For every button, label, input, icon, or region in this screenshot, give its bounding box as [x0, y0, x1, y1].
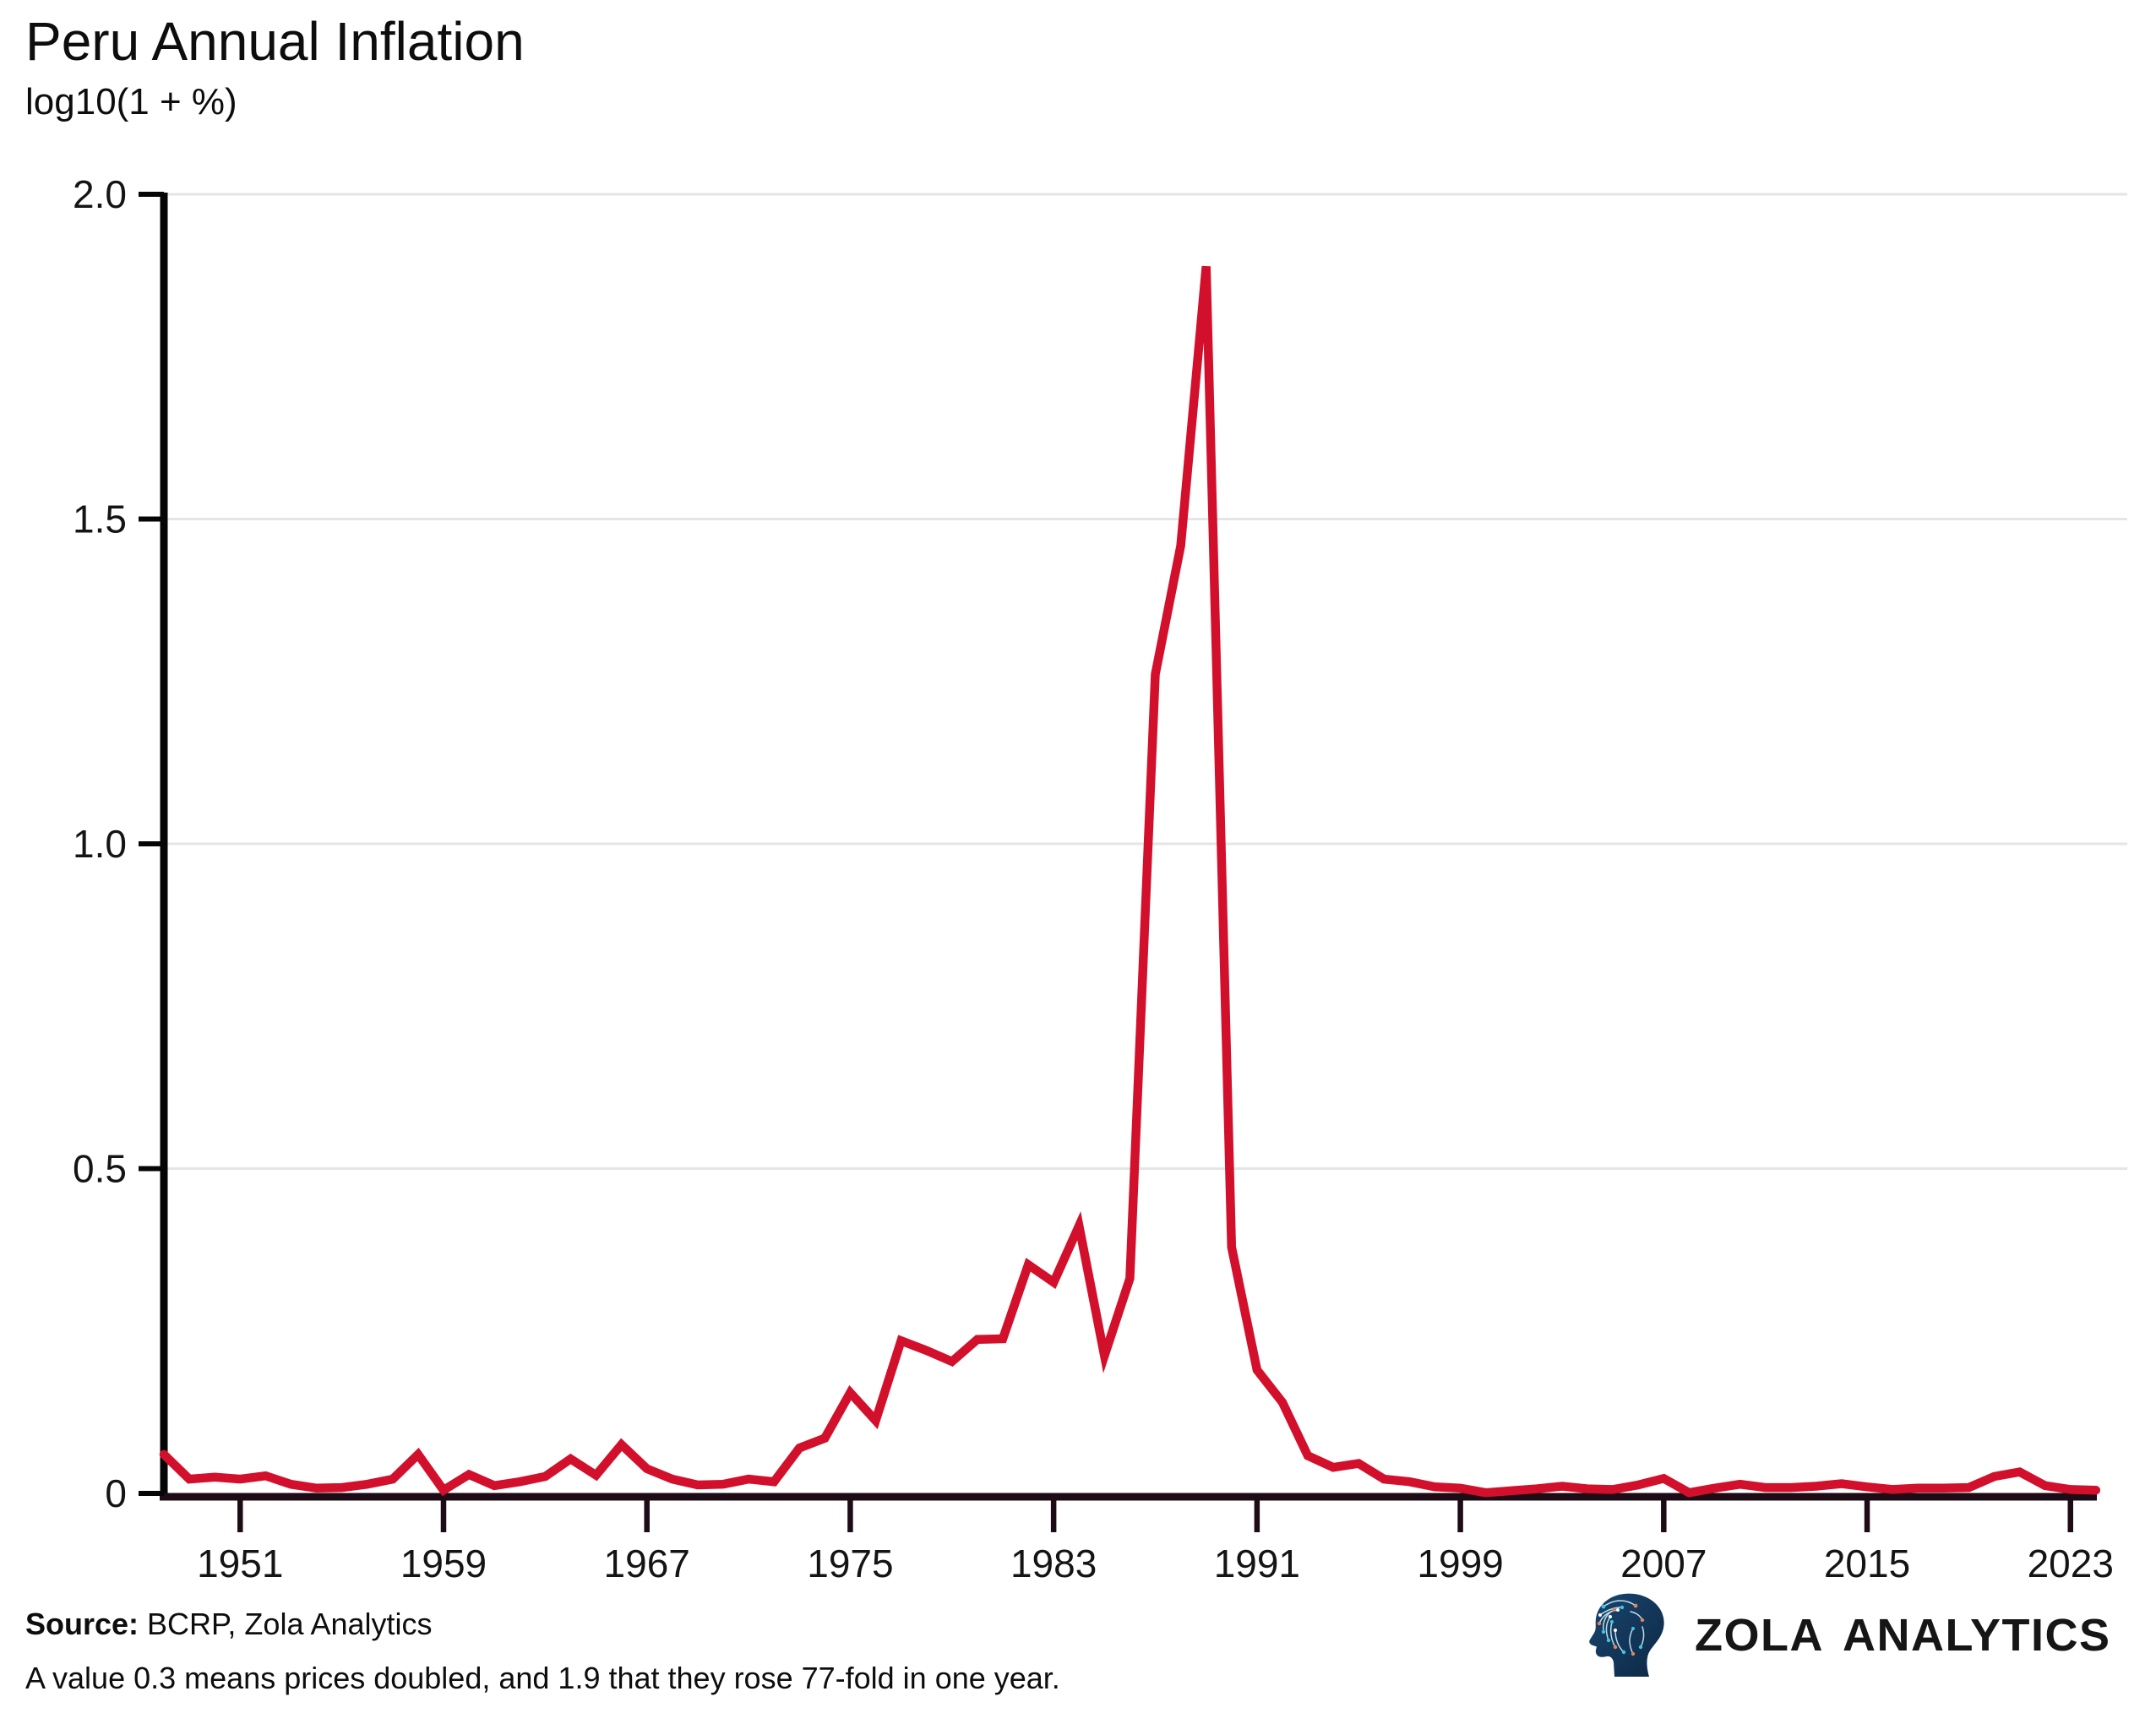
x-tick-label: 1991: [1214, 1542, 1300, 1585]
x-tick-label: 1959: [400, 1542, 487, 1585]
y-axis-unit-label: log10(1 + %): [25, 81, 237, 122]
x-tick-label: 1967: [604, 1542, 690, 1585]
source-line: Source: BCRP, Zola Analytics: [25, 1607, 433, 1642]
y-tick-label: 0.5: [73, 1147, 127, 1191]
x-tick-label: 1999: [1417, 1542, 1503, 1585]
y-tick-label: 1.5: [73, 498, 127, 541]
x-tick-label: 2007: [1620, 1542, 1707, 1585]
circuit-nodes: [1597, 1603, 1645, 1656]
chart-note: A value 0.3 means prices doubled, and 1.…: [25, 1661, 1060, 1695]
x-tick-label: 1983: [1010, 1542, 1097, 1585]
logo-word-analytics: ANALYTICS: [1842, 1610, 2111, 1661]
x-tick-label: 1951: [197, 1542, 283, 1585]
x-tick-label: 2023: [2028, 1542, 2114, 1585]
y-tick-label: 1.0: [73, 822, 127, 866]
logo-word-zola: ZOLA: [1695, 1610, 1824, 1661]
x-tick-label: 2015: [1824, 1542, 1910, 1585]
logo-wordmark: ZOLA ANALYTICS: [1695, 1609, 2111, 1661]
source-text: BCRP, Zola Analytics: [147, 1607, 433, 1641]
source-label: Source:: [25, 1607, 139, 1641]
inflation-line: [159, 265, 2101, 1498]
zola-analytics-logo: ZOLA ANALYTICS: [1587, 1593, 2111, 1678]
circuit-head-icon: [1589, 1593, 1664, 1677]
x-tick-label: 1975: [807, 1542, 893, 1585]
chart-title: Peru Annual Inflation: [25, 11, 525, 72]
y-tick-label: 0: [105, 1471, 127, 1515]
y-tick-label: 2.0: [73, 172, 127, 216]
